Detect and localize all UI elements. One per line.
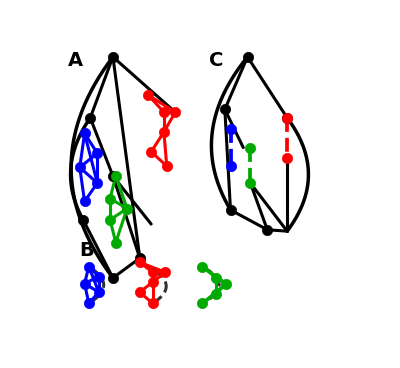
Point (80, 217, 86, 223)
Text: B: B (79, 241, 94, 260)
Point (94, 180, 100, 186)
Point (86, 263, 92, 269)
Point (137, 289, 143, 295)
Point (247, 180, 254, 186)
Point (94, 150, 100, 156)
Point (112, 173, 119, 179)
Point (172, 109, 178, 115)
Point (284, 155, 290, 160)
Point (110, 173, 116, 179)
Point (137, 255, 143, 261)
Point (137, 259, 143, 265)
Point (76, 164, 83, 170)
Point (149, 301, 156, 307)
Point (110, 54, 116, 60)
Point (244, 54, 251, 60)
Point (199, 263, 205, 269)
Text: A: A (68, 51, 83, 70)
Point (213, 275, 220, 281)
Point (213, 291, 220, 297)
Point (264, 227, 270, 233)
Point (162, 269, 168, 275)
Point (222, 106, 228, 112)
Point (161, 109, 167, 115)
Point (110, 275, 116, 281)
Point (227, 126, 234, 132)
Point (284, 115, 290, 121)
Text: C: C (209, 51, 224, 70)
Point (227, 207, 234, 213)
Point (81, 281, 88, 287)
Point (96, 289, 102, 295)
Point (107, 196, 113, 202)
Point (145, 92, 152, 98)
Point (124, 206, 130, 212)
Point (164, 163, 170, 169)
Point (247, 145, 254, 151)
Point (161, 129, 167, 135)
Point (86, 301, 92, 307)
Point (96, 273, 102, 279)
Point (284, 115, 290, 121)
Point (107, 217, 113, 223)
Point (223, 281, 230, 287)
Point (149, 269, 156, 275)
Point (87, 115, 94, 121)
Point (81, 198, 88, 204)
Point (149, 279, 156, 285)
Point (227, 163, 234, 169)
Point (148, 149, 154, 155)
Point (81, 131, 88, 137)
Point (112, 240, 119, 245)
Point (199, 301, 205, 307)
